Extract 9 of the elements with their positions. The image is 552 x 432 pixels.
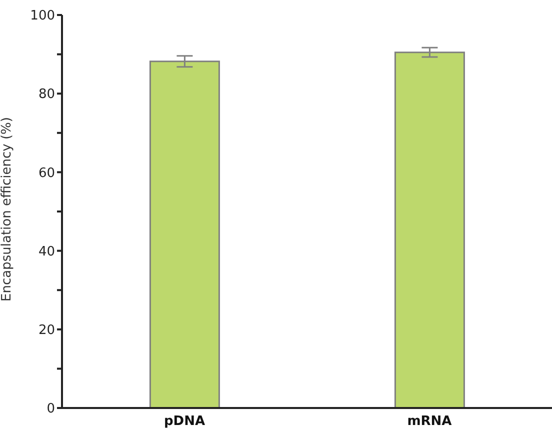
y-tick-label: 0 bbox=[46, 402, 55, 417]
y-tick-label: 100 bbox=[30, 8, 55, 24]
y-tick-label: 40 bbox=[38, 244, 55, 260]
x-tick-label: mRNA bbox=[407, 414, 452, 430]
y-tick-label: 20 bbox=[38, 323, 55, 338]
x-tick-label: pDNA bbox=[164, 414, 206, 430]
y-tick-label: 60 bbox=[38, 166, 55, 181]
y-axis-title: Encapsulation efficiency (%) bbox=[0, 117, 15, 302]
y-tick-label: 80 bbox=[38, 87, 55, 102]
